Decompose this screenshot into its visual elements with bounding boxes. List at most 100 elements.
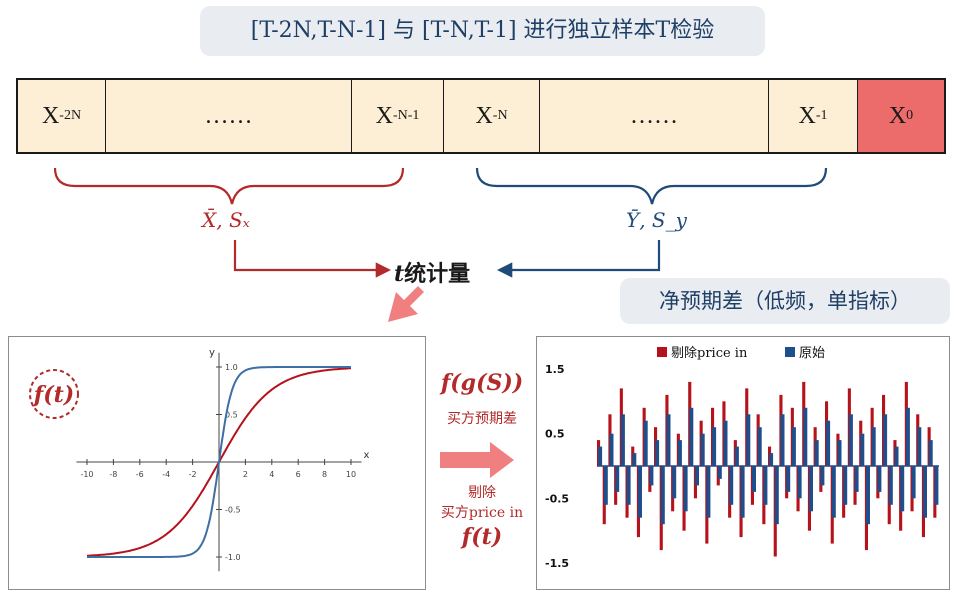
net-expectation-panel: 剔除price in 原始 1.5 0.5 -0.5 -1.5 [536,336,950,590]
original-bar [843,466,848,505]
t-statistic-label: t统计量 [394,261,471,287]
legend-swatch-1 [785,347,795,357]
right-brace [475,167,828,205]
original-bar [620,414,625,466]
y-tick-label: 1.5 [545,363,565,376]
original-bar [615,466,620,492]
original-bar [831,466,836,518]
badge-label: f(t) [32,382,74,408]
original-bar [826,420,831,466]
title-text: [T-2N,T-N-1] 与 [T-N,T-1] 进行独立样本T检验 [250,18,715,43]
x-tick-label: -2 [189,470,197,479]
original-bar [803,407,808,466]
original-bar [734,446,739,466]
original-bar [888,466,893,505]
original-bar [609,433,614,466]
cell-ellipsis-left: …… [106,80,352,152]
original-bar [638,466,642,518]
original-bar [774,466,779,525]
original-bar [598,446,603,466]
original-bar [814,440,819,466]
original-bar [603,466,608,505]
original-bar [757,427,762,466]
net-expectation-title: 净预期差（低频，单指标） [659,289,911,313]
original-bar [791,427,796,466]
left-stat-label: X̄, Sₓ [202,208,250,232]
cell-ellipsis-right: …… [540,80,769,152]
original-bar [763,466,768,505]
y-tick-label: -1.0 [225,553,241,562]
x-tick-label: 8 [322,470,327,479]
original-bar [911,466,916,499]
y-tick-label: -1.5 [545,557,569,570]
original-bar [717,466,722,479]
sigmoid-panel: f(t) x y -10 -8 -6 -4 -2 2 4 6 8 10 1.0 0.5 -0.5 -1.0 [8,336,426,590]
x-tick-label: -4 [162,470,170,479]
original-bar [928,440,933,466]
original-bar [866,466,870,525]
original-bar [780,414,785,466]
right-stat-label: Ȳ, S_y [626,208,687,232]
badge-ring [29,369,79,419]
cell-x-n: X -N [444,80,540,152]
fgs-label: f(g(S)) [440,370,524,396]
original-bar [655,440,660,466]
original-bar [860,433,865,466]
y-tick-label: -0.5 [225,506,241,515]
remove-label: 剔除 [468,485,496,501]
original-bar [740,466,745,518]
original-bar [729,466,734,505]
original-bar [848,414,853,466]
x-tick-label: -10 [80,470,93,479]
original-bar [689,407,694,466]
x-tick-label: -8 [109,470,117,479]
original-bar [677,440,682,466]
x-tick-label: -6 [136,470,144,479]
original-bar [854,466,859,492]
cell-x-1: X -1 [769,80,858,152]
legend-label-1: 原始 [799,346,825,361]
original-bar [797,466,802,499]
buy-price-in-label: 买方price in [440,505,524,521]
original-bar [923,466,927,518]
title-banner: [T-2N,T-N-1] 与 [T-N,T-1] 进行独立样本T检验 [200,6,765,56]
legend-swatch-0 [657,347,667,357]
cell-x-2n: X -2N [18,80,106,152]
original-bar [934,466,939,505]
x-tick-label: 2 [243,470,248,479]
ft-label: f(t) [461,524,503,550]
sigmoid-chart: f(t) x y -10 -8 -6 -4 -2 2 4 6 8 10 1.0 0.5 -0.5 -1.0 [29,348,370,572]
original-bar [871,427,876,466]
original-bar [643,420,648,466]
original-bar [894,446,899,466]
original-bar [632,453,637,466]
original-bar [917,427,922,466]
original-bar [820,466,825,486]
original-bar [837,440,842,466]
x-axis-label: x [364,450,370,461]
original-bar [712,427,717,466]
original-bar [723,420,728,466]
x-tick-label: 6 [296,470,301,479]
buy-expect-label: 买方预期差 [447,411,517,427]
original-bar [666,414,671,466]
original-bar [683,466,688,512]
original-bar [672,466,677,499]
sigmoid-series-1 [87,366,351,558]
original-bar [877,466,882,492]
x-tick-label: 4 [269,470,274,479]
original-bar [706,466,711,518]
net-expectation-banner: 净预期差（低频，单指标） [620,278,950,324]
x-tick-label: 10 [346,470,356,479]
original-bar [883,414,888,466]
right-arrow-icon [440,442,514,478]
original-bar [809,466,813,512]
original-bar [905,407,910,466]
down-left-arrow [388,286,424,322]
y-tick-label: 1.0 [225,363,238,372]
original-bar [900,466,905,512]
original-bar [752,466,756,492]
original-bar [695,466,699,486]
